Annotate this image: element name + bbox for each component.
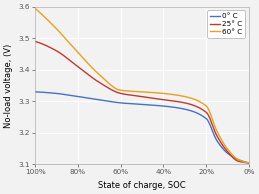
60° C <box>100 76 104 78</box>
0° C <box>161 105 164 107</box>
25° C <box>161 98 164 101</box>
Line: 0° C: 0° C <box>35 92 249 163</box>
0° C <box>248 162 251 164</box>
25° C <box>81 69 84 71</box>
Line: 60° C: 60° C <box>35 8 249 163</box>
60° C <box>226 148 229 150</box>
60° C <box>161 92 164 94</box>
25° C <box>77 66 80 68</box>
Line: 25° C: 25° C <box>35 41 249 163</box>
25° C <box>248 162 251 164</box>
25° C <box>33 40 37 42</box>
25° C <box>153 97 156 100</box>
25° C <box>100 83 104 85</box>
60° C <box>77 52 80 54</box>
Y-axis label: No-load voltage, (V): No-load voltage, (V) <box>4 43 13 128</box>
60° C <box>81 56 84 58</box>
60° C <box>248 162 251 164</box>
60° C <box>153 92 156 94</box>
60° C <box>33 7 37 9</box>
25° C <box>226 150 229 152</box>
0° C <box>100 99 104 101</box>
0° C <box>81 96 84 98</box>
0° C <box>153 104 156 107</box>
X-axis label: State of charge, SOC: State of charge, SOC <box>98 181 186 190</box>
0° C <box>226 152 229 154</box>
Legend: 0° C, 25° C, 60° C: 0° C, 25° C, 60° C <box>207 10 246 38</box>
0° C <box>33 91 37 93</box>
0° C <box>77 95 80 98</box>
